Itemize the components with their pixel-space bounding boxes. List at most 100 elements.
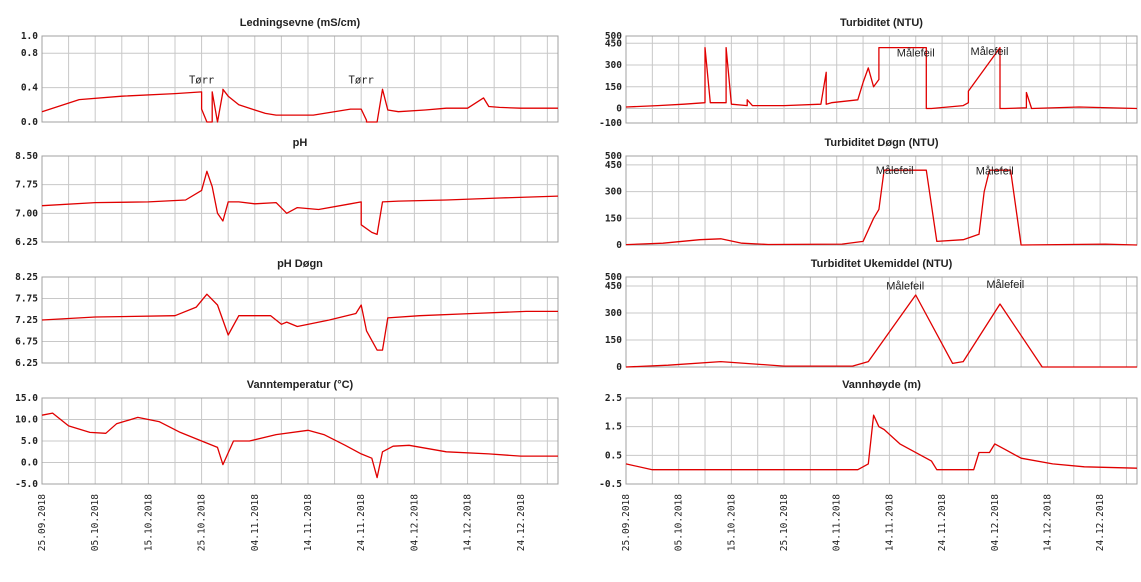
chart-panel-1: 1.0 0.8 0.4 0.0 Ledningsevne (mS/cm) Tørr Tørr	[21, 17, 559, 128]
y-tick-label: 150	[605, 335, 622, 346]
plot-frame	[625, 35, 1138, 124]
y-tick-label: 1.0	[21, 31, 38, 42]
series-line	[625, 46, 1138, 110]
annotation-label: Målefeil	[886, 281, 924, 293]
plot-frame	[625, 276, 1138, 368]
y-tick-label: 0.4	[21, 83, 38, 94]
y-tick-label: 7.75	[15, 294, 38, 305]
annotation-label: Målefeil	[986, 279, 1024, 291]
x-axis-right: 25.09.2018 05.10.2018 15.10.2018 25.10.2018…	[621, 494, 1106, 551]
x-tick-label: 05.10.2018	[90, 494, 101, 551]
y-tick-label: 450	[605, 160, 622, 171]
y-tick-label: 450	[605, 38, 622, 49]
y-tick-label: 8.25	[15, 272, 38, 283]
series-line	[41, 412, 558, 479]
series-line	[625, 294, 1137, 368]
plot-frame	[625, 397, 1138, 485]
y-tick-label: 300	[605, 60, 622, 71]
chart-panel-4: 15.0 10.0 5.0 0.0 -5.0 Vanntemperatur (°C)	[15, 379, 559, 490]
annotation-label: Målefeil	[971, 46, 1009, 58]
plot-frame	[41, 397, 559, 485]
chart-title: Ledningsevne (mS/cm)	[240, 17, 361, 29]
y-tick-label: 450	[605, 281, 622, 292]
x-tick-label: 24.11.2018	[937, 494, 948, 551]
chart-title: Turbiditet Døgn (NTU)	[824, 137, 938, 149]
y-tick-label: 8.50	[15, 151, 38, 162]
chart-title: Turbiditet (NTU)	[840, 17, 923, 29]
y-tick-label: -100	[599, 118, 622, 129]
x-tick-label: 24.11.2018	[356, 494, 367, 551]
y-tick-label: 6.25	[15, 237, 38, 248]
annotation-label: Målefeil	[976, 166, 1014, 178]
y-tick-label: 0.0	[21, 117, 38, 128]
x-tick-label: 15.10.2018	[726, 494, 737, 551]
y-tick-label: 300	[605, 187, 622, 198]
y-tick-label: 15.0	[15, 393, 38, 404]
y-tick-label: -0.5	[599, 479, 622, 490]
y-tick-label: 0.5	[605, 450, 622, 461]
annotation-label: Målefeil	[897, 47, 935, 59]
y-tick-label: 150	[605, 82, 622, 93]
x-axis-left: 25.09.2018 05.10.2018 15.10.2018 25.10.2018…	[37, 494, 527, 551]
chart-panel-3: 8.25 7.75 7.25 6.75 6.25 pH Døgn	[15, 258, 559, 369]
annotation-label: Tørr	[189, 74, 214, 86]
y-tick-label: 5.0	[21, 436, 38, 447]
series-line	[625, 414, 1138, 471]
chart-title: Vanntemperatur (°C)	[247, 379, 354, 391]
y-tick-label: 7.75	[15, 180, 38, 191]
y-tick-label: 0.8	[21, 48, 38, 59]
series-line	[41, 170, 559, 236]
chart-title: Turbiditet Ukemiddel (NTU)	[811, 258, 953, 270]
y-tick-label: 0.0	[21, 458, 38, 469]
x-tick-label: 04.12.2018	[409, 494, 420, 551]
x-tick-label: 25.09.2018	[621, 494, 632, 551]
plot-frame	[41, 155, 559, 243]
x-tick-label: 14.11.2018	[303, 494, 314, 551]
x-tick-label: 04.11.2018	[250, 494, 261, 551]
x-tick-label: 25.10.2018	[197, 494, 208, 551]
series-line	[41, 88, 558, 123]
y-tick-label: 500	[605, 31, 622, 42]
annotation-label: Målefeil	[876, 165, 914, 177]
x-tick-label: 25.10.2018	[779, 494, 790, 551]
y-tick-label: 7.25	[15, 315, 38, 326]
y-tick-label: 500	[605, 272, 622, 283]
chart-title: Vannhøyde (m)	[842, 379, 921, 391]
series-line	[41, 293, 558, 351]
y-tick-label: 7.00	[15, 208, 38, 219]
x-tick-label: 14.12.2018	[1042, 494, 1053, 551]
y-tick-label: 0	[616, 362, 622, 373]
x-tick-label: 24.12.2018	[1095, 494, 1106, 551]
x-tick-label: 14.12.2018	[463, 494, 474, 551]
y-tick-label: 6.75	[15, 337, 38, 348]
chart-title: pH Døgn	[277, 258, 323, 270]
x-tick-label: 14.11.2018	[884, 494, 895, 551]
x-tick-label: 04.11.2018	[832, 494, 843, 551]
y-tick-label: 2.5	[605, 393, 622, 404]
y-tick-label: 0	[616, 240, 622, 251]
annotation-label: Tørr	[349, 74, 374, 86]
chart-panel-2: 8.50 7.75 7.00 6.25 pH	[15, 137, 559, 248]
chart-panel-8: 2.5 1.5 0.5 -0.5 Vannhøyde (m)	[599, 379, 1138, 490]
y-tick-label: 300	[605, 308, 622, 319]
plot-frame	[625, 155, 1138, 246]
y-tick-label: 500	[605, 151, 622, 162]
chart-title: pH	[293, 137, 308, 149]
x-tick-label: 24.12.2018	[516, 494, 527, 551]
series-line	[625, 169, 1138, 246]
plot-frame	[41, 35, 559, 123]
y-tick-label: 150	[605, 213, 622, 224]
x-tick-label: 25.09.2018	[37, 494, 48, 551]
y-tick-label: -5.0	[15, 479, 38, 490]
y-tick-label: 10.0	[15, 415, 38, 426]
y-tick-label: 0	[616, 104, 622, 115]
x-tick-label: 04.12.2018	[990, 494, 1001, 551]
x-tick-label: 05.10.2018	[674, 494, 685, 551]
x-tick-label: 15.10.2018	[143, 494, 154, 551]
y-tick-label: 1.5	[605, 422, 622, 433]
y-tick-label: 6.25	[15, 358, 38, 369]
